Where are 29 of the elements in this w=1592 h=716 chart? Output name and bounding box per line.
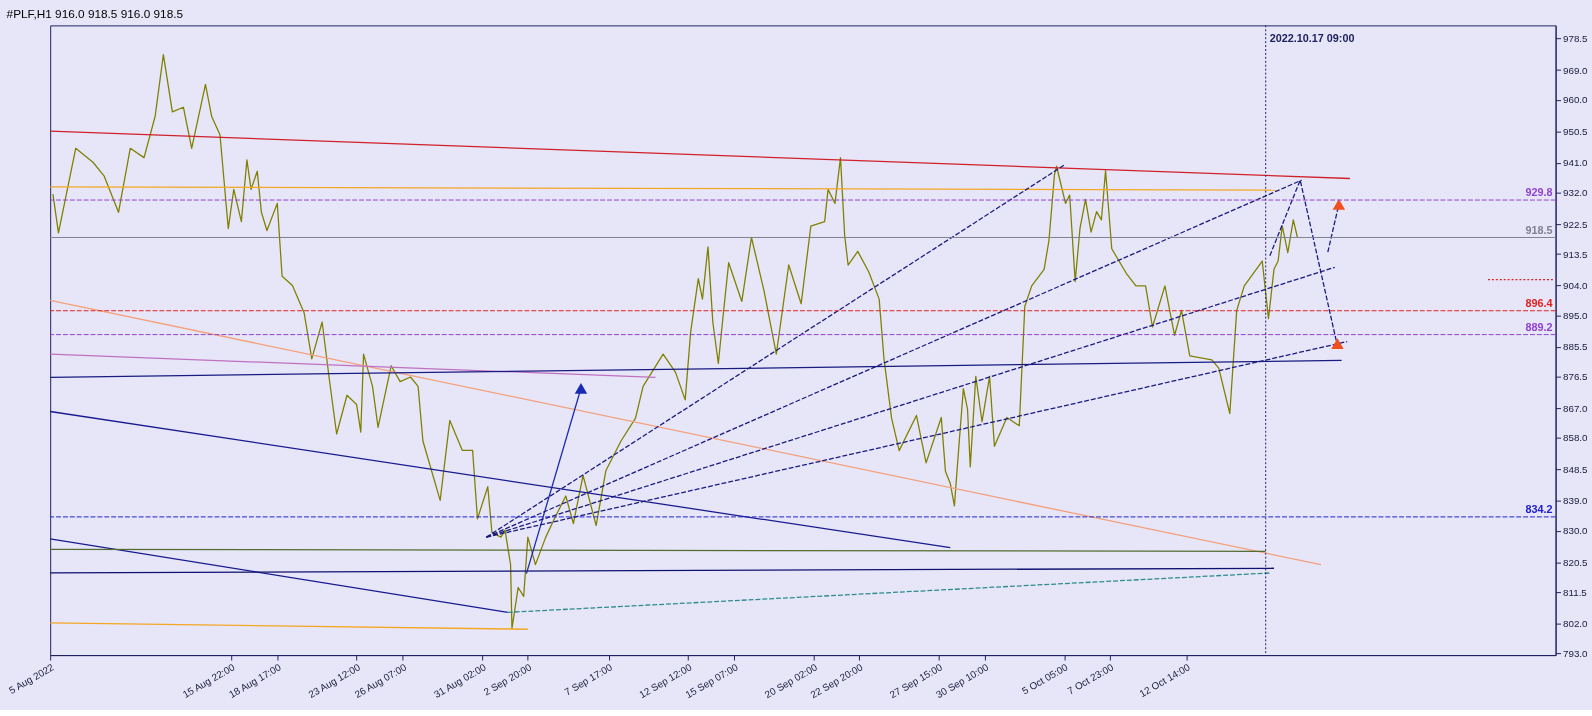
y-tick-label: 904.0 [1562, 280, 1589, 291]
y-tick-label: 867.0 [1562, 402, 1589, 414]
y-tick-label: 802.0 [1562, 618, 1589, 630]
y-tick-label: 830.0 [1562, 525, 1589, 537]
ref-line-label: 834.2 [1525, 502, 1553, 515]
y-tick-label: 885.5 [1562, 341, 1589, 353]
y-tick-label: 858.0 [1562, 432, 1589, 444]
y-tick-label: 793.0 [1562, 647, 1589, 659]
y-tick-label: 950.5 [1562, 125, 1589, 137]
y-tick-label: 848.5 [1562, 463, 1589, 475]
y-tick-label: 922.5 [1562, 218, 1589, 230]
y-tick-label: 941.0 [1562, 157, 1589, 169]
chart-title: #PLF,H1 916.0 918.5 916.0 918.5 [6, 7, 184, 21]
y-tick-label: 978.5 [1562, 33, 1589, 45]
y-tick-label: 811.5 [1562, 586, 1588, 598]
y-tick-label: 839.0 [1562, 495, 1589, 507]
y-tick-label: 932.0 [1562, 187, 1589, 199]
ref-line-label: 2022.10.17 09:00 [1269, 32, 1355, 45]
ref-line-label: 929.8 [1525, 186, 1553, 199]
y-tick-label: 895.0 [1562, 309, 1589, 321]
y-tick-label: 969.0 [1562, 64, 1589, 76]
x-tick-label: 5 Aug 2022 [7, 661, 56, 696]
ref-line-label: 918.5 [1525, 223, 1553, 236]
y-tick-label: 913.5 [1562, 248, 1589, 260]
y-tick-label: 820.5 [1562, 556, 1589, 568]
y-tick-label: 876.5 [1562, 371, 1589, 383]
y-tick-label: 960.0 [1562, 94, 1589, 106]
ref-line-label: 889.2 [1525, 320, 1553, 333]
ref-line-label: 896.4 [1525, 296, 1553, 309]
